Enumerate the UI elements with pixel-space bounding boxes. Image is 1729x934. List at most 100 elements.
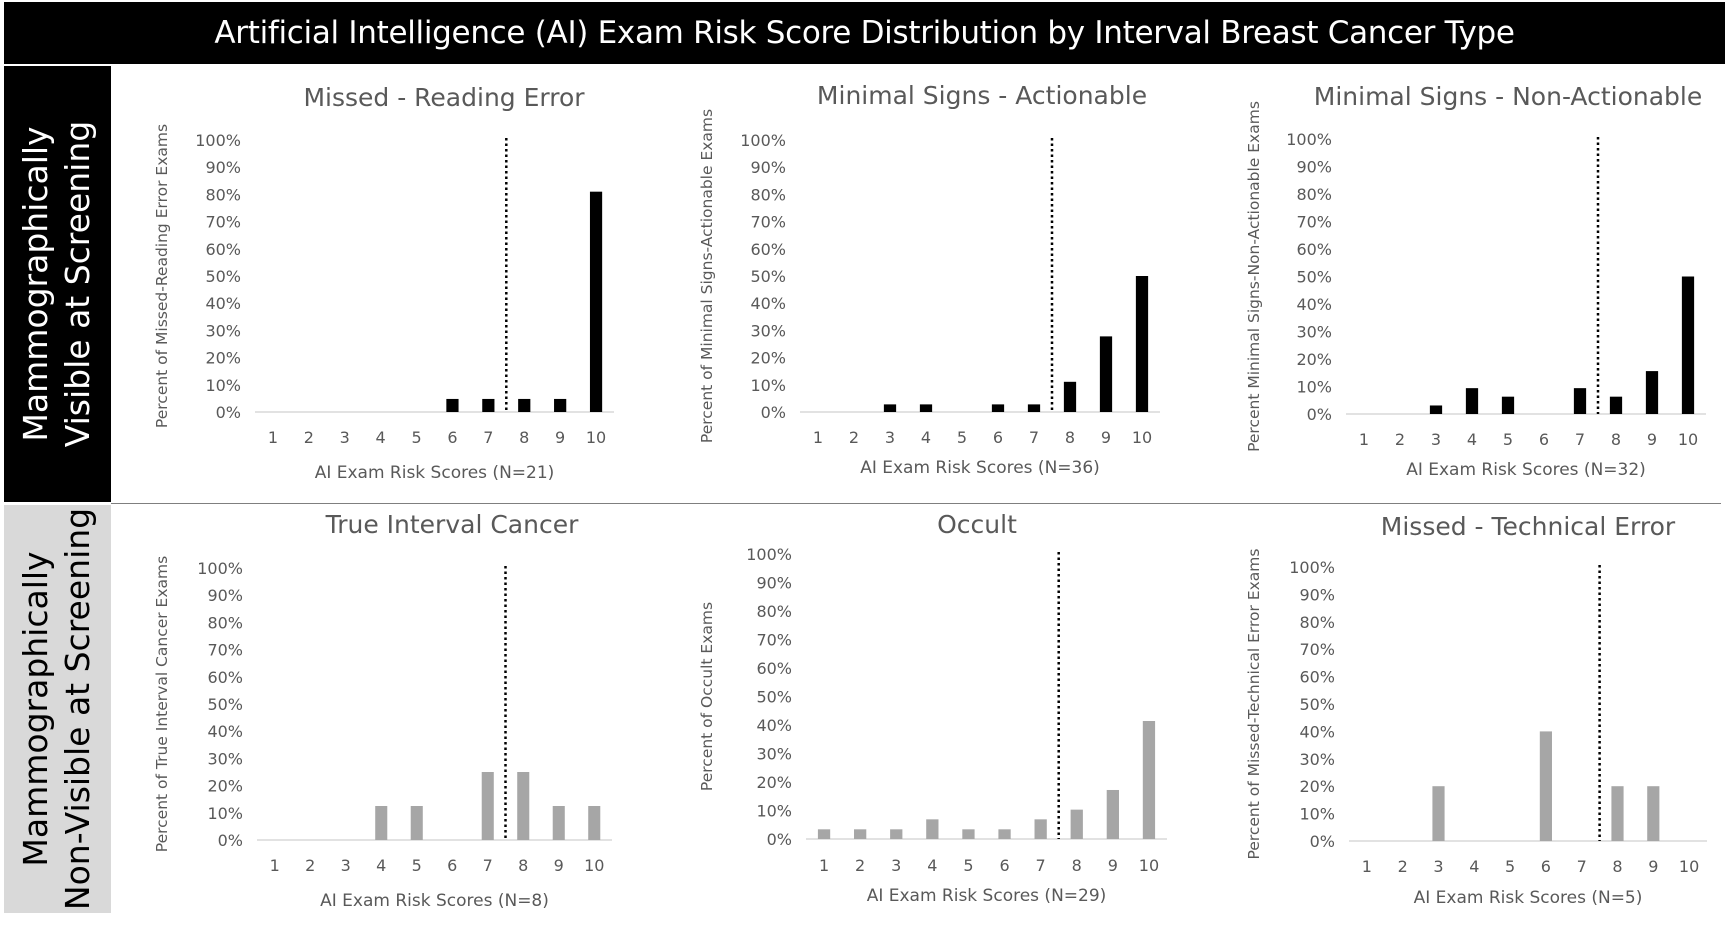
y-tick-label: 100% [746, 545, 792, 564]
x-tick-label: 7 [483, 856, 493, 875]
bar-score-4 [1465, 388, 1479, 414]
y-axis-title: Percent of Occult Exams [698, 602, 716, 791]
y-tick-label: 80% [1299, 613, 1335, 632]
y-tick-label: 10% [207, 804, 243, 823]
chart-title: Occult [937, 510, 1017, 539]
figure-banner-title: Artificial Intelligence (AI) Exam Risk S… [4, 2, 1725, 64]
x-tick-label: 8 [518, 856, 528, 875]
bar-score-6 [998, 829, 1011, 839]
x-tick-label: 5 [1505, 857, 1515, 876]
x-tick-label: 7 [1029, 428, 1039, 447]
x-axis-title: AI Exam Risk Scores (N=8) [320, 891, 549, 911]
y-tick-label: 60% [756, 659, 792, 678]
y-tick-label: 80% [756, 602, 792, 621]
x-tick-label: 8 [519, 428, 529, 447]
y-tick-label: 0% [761, 403, 786, 422]
y-axis-title: Percent Minimal Signs-Non-Actionable Exa… [1245, 101, 1263, 452]
y-tick-label: 80% [1296, 185, 1332, 204]
x-axis-title: AI Exam Risk Scores (N=32) [1406, 460, 1646, 480]
chart-title: True Interval Cancer [325, 510, 579, 539]
x-tick-label: 3 [1433, 857, 1443, 876]
y-tick-label: 30% [1299, 750, 1335, 769]
x-tick-label: 7 [1577, 857, 1587, 876]
bar-score-10 [1142, 721, 1156, 839]
x-tick-label: 2 [1395, 430, 1405, 449]
bar-score-4 [919, 404, 933, 412]
x-tick-label: 8 [1611, 430, 1621, 449]
y-tick-label: 10% [750, 376, 786, 395]
x-tick-label: 7 [1575, 430, 1585, 449]
y-tick-label: 100% [195, 131, 241, 150]
bar-score-10 [588, 806, 601, 840]
y-axis-title: Percent of Missed-Technical Error Exams [1245, 549, 1263, 860]
y-tick-label: 40% [756, 716, 792, 735]
x-tick-label: 6 [447, 856, 457, 875]
y-tick-label: 0% [767, 830, 792, 849]
x-tick-label: 3 [1431, 430, 1441, 449]
x-tick-label: 5 [412, 856, 422, 875]
x-tick-label: 7 [483, 428, 493, 447]
y-tick-label: 30% [1296, 323, 1332, 342]
bar-score-3 [883, 404, 897, 412]
x-tick-label: 10 [1132, 428, 1152, 447]
y-tick-label: 70% [1296, 213, 1332, 232]
x-tick-label: 4 [927, 856, 937, 875]
y-tick-label: 40% [207, 722, 243, 741]
x-tick-label: 5 [957, 428, 967, 447]
bar-score-9 [1106, 789, 1119, 839]
y-tick-label: 20% [1299, 777, 1335, 796]
y-tick-label: 30% [756, 745, 792, 764]
x-tick-label: 5 [411, 428, 421, 447]
x-tick-label: 7 [1036, 856, 1046, 875]
bar-score-4 [375, 806, 388, 840]
y-tick-label: 20% [205, 349, 241, 368]
y-tick-label: 80% [205, 185, 241, 204]
y-tick-label: 90% [207, 586, 243, 605]
bar-score-9 [552, 806, 565, 840]
x-tick-label: 10 [1139, 856, 1159, 875]
y-tick-label: 40% [1296, 295, 1332, 314]
bar-score-10 [589, 191, 603, 412]
x-tick-label: 5 [1503, 430, 1513, 449]
x-tick-label: 10 [1678, 430, 1698, 449]
x-tick-label: 6 [447, 428, 457, 447]
row-label-visible: Mammographically Visible at Screening [4, 66, 111, 502]
bar-score-7 [1034, 819, 1047, 839]
x-tick-label: 10 [586, 428, 606, 447]
y-tick-label: 60% [205, 240, 241, 259]
y-axis-title: Percent of Missed-Reading Error Exams [153, 124, 171, 428]
x-tick-label: 6 [1539, 430, 1549, 449]
bar-score-4 [926, 819, 939, 839]
x-tick-label: 9 [1647, 430, 1657, 449]
x-tick-label: 4 [1469, 857, 1479, 876]
y-tick-label: 10% [1296, 378, 1332, 397]
y-tick-label: 60% [1299, 668, 1335, 687]
y-tick-label: 50% [750, 267, 786, 286]
bar-score-9 [1099, 336, 1113, 412]
bar-score-9 [1647, 786, 1660, 841]
bar-score-3 [1432, 786, 1445, 841]
y-tick-label: 80% [750, 185, 786, 204]
y-tick-label: 50% [1299, 695, 1335, 714]
x-tick-label: 4 [921, 428, 931, 447]
y-tick-label: 10% [205, 376, 241, 395]
y-tick-label: 90% [205, 158, 241, 177]
x-tick-label: 6 [999, 856, 1009, 875]
x-tick-label: 2 [849, 428, 859, 447]
y-tick-label: 50% [207, 695, 243, 714]
x-tick-label: 1 [819, 856, 829, 875]
x-tick-label: 6 [1541, 857, 1551, 876]
y-tick-label: 30% [207, 749, 243, 768]
bar-score-7 [481, 772, 494, 840]
y-axis-title: Percent of Minimal Signs-Actionable Exam… [698, 109, 716, 443]
x-tick-label: 3 [885, 428, 895, 447]
y-tick-label: 10% [1299, 805, 1335, 824]
x-tick-label: 8 [1065, 428, 1075, 447]
y-tick-label: 70% [207, 641, 243, 660]
bar-score-7 [482, 398, 495, 412]
bar-score-2 [854, 829, 867, 839]
y-tick-label: 40% [750, 294, 786, 313]
bar-score-9 [554, 398, 567, 412]
y-tick-label: 50% [205, 267, 241, 286]
